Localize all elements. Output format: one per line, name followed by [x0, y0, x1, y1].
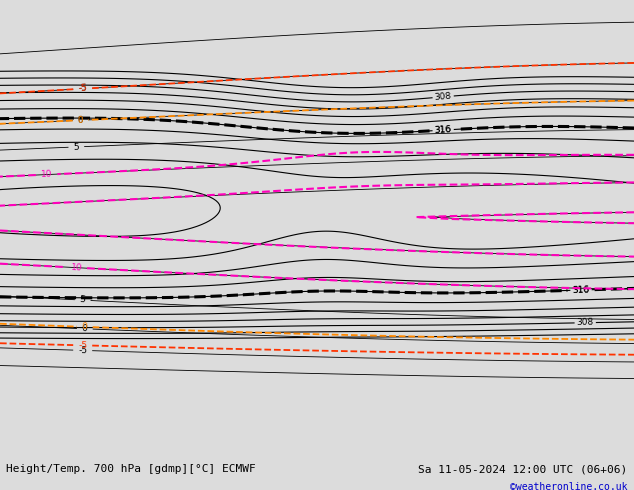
Text: 0: 0 — [77, 116, 84, 125]
Text: 316: 316 — [434, 125, 452, 135]
Text: -5: -5 — [78, 84, 87, 94]
Text: 10: 10 — [70, 263, 82, 272]
Text: 5: 5 — [74, 142, 79, 151]
Text: 316: 316 — [434, 125, 452, 135]
Text: -5: -5 — [78, 346, 87, 355]
Text: -5: -5 — [78, 341, 87, 350]
Text: Height/Temp. 700 hPa [gdmp][°C] ECMWF: Height/Temp. 700 hPa [gdmp][°C] ECMWF — [6, 465, 256, 474]
Text: 316: 316 — [573, 285, 590, 295]
Text: 5: 5 — [80, 295, 86, 305]
Text: -5: -5 — [78, 84, 87, 94]
Text: Sa 11-05-2024 12:00 UTC (06+06): Sa 11-05-2024 12:00 UTC (06+06) — [418, 465, 628, 474]
Text: 0: 0 — [77, 116, 84, 125]
Text: ©weatheronline.co.uk: ©weatheronline.co.uk — [510, 482, 628, 490]
Text: 0: 0 — [82, 322, 88, 331]
Text: 316: 316 — [573, 285, 590, 295]
Text: 308: 308 — [434, 92, 452, 102]
Text: 308: 308 — [576, 318, 594, 327]
Text: 10: 10 — [41, 170, 53, 179]
Text: 0: 0 — [82, 324, 88, 333]
